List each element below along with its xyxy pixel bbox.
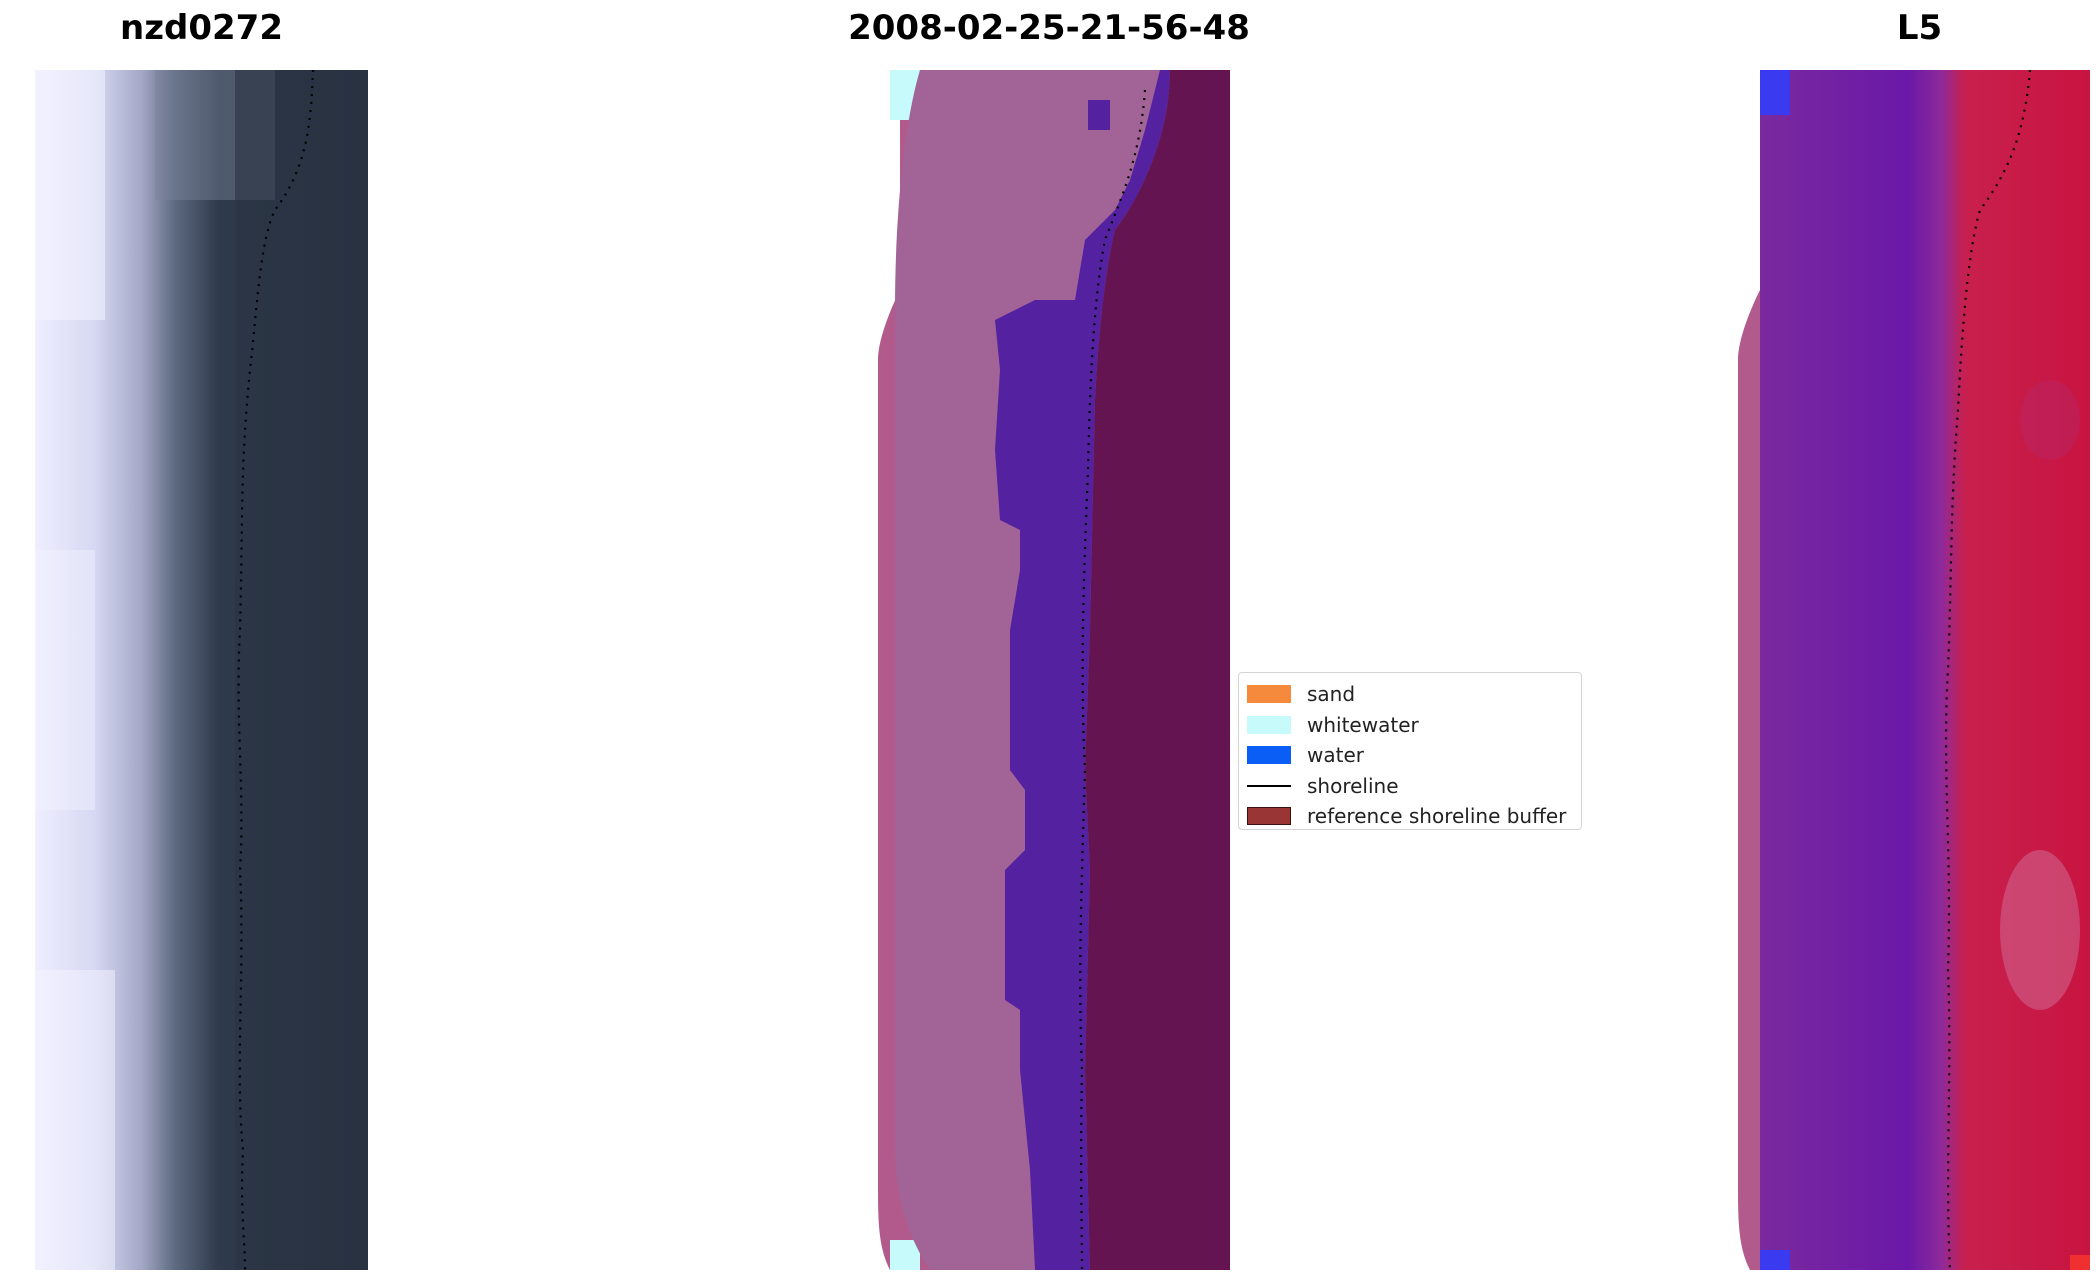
- classified-image: [870, 70, 1240, 1270]
- legend-swatch-whitewater: [1247, 715, 1291, 734]
- legend-label: shoreline: [1307, 773, 1399, 798]
- legend-line-shoreline: [1247, 784, 1291, 787]
- panel-title-rgb: nzd0272: [120, 8, 283, 48]
- legend-label: sand: [1307, 682, 1356, 707]
- index-image: [1730, 70, 2098, 1270]
- panel-title-index: L5: [1896, 8, 1943, 48]
- legend-item-water: water: [1247, 740, 1573, 771]
- legend-item-sand: sand: [1247, 679, 1573, 710]
- legend-item-reference-buffer: reference shoreline buffer: [1247, 801, 1573, 832]
- legend-label: water: [1307, 743, 1364, 768]
- legend-swatch-reference-buffer: [1247, 807, 1291, 826]
- legend-swatch-water: [1247, 746, 1291, 765]
- legend-item-shoreline: shoreline: [1247, 771, 1573, 802]
- rgb-satellite-image: [35, 70, 368, 1270]
- legend-label: reference shoreline buffer: [1307, 804, 1567, 829]
- legend-label: whitewater: [1307, 712, 1419, 737]
- panel-title-classified: 2008-02-25-21-56-48: [848, 8, 1250, 48]
- legend-swatch-sand: [1247, 685, 1291, 704]
- legend: sand whitewater water shoreline referenc…: [1238, 672, 1582, 830]
- legend-item-whitewater: whitewater: [1247, 710, 1573, 741]
